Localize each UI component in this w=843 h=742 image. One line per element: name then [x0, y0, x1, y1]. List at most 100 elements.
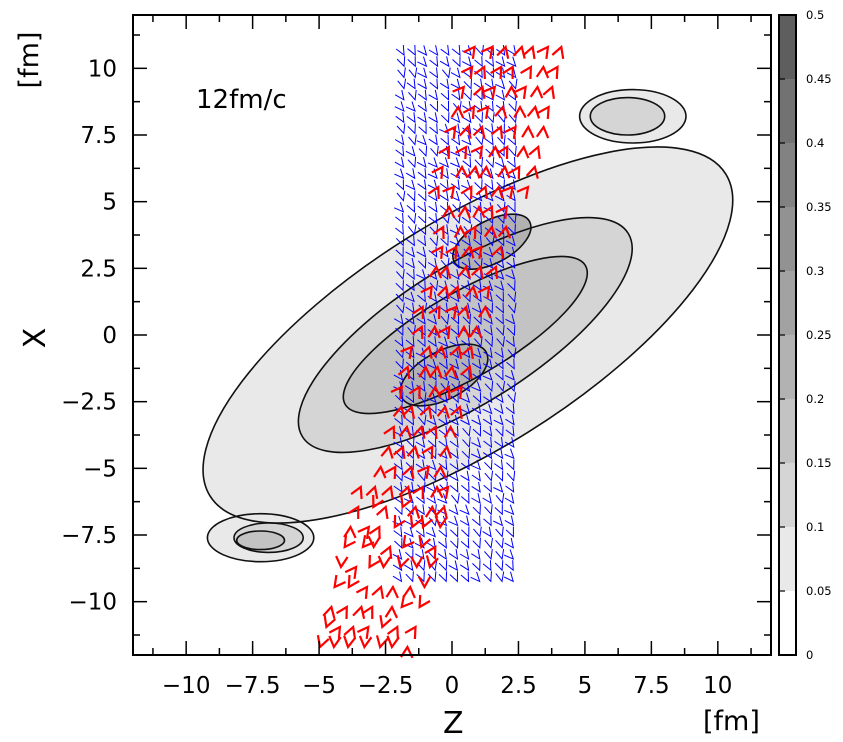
- blue-arrow-439: [505, 481, 515, 493]
- blue-arrow-296: [505, 336, 515, 348]
- blue-arrow-405: [493, 448, 504, 460]
- blue-arrow-109: [508, 145, 517, 157]
- blue-arrow-20: [495, 56, 506, 68]
- red-arrow-28: [335, 555, 349, 570]
- blue-arrow-185: [495, 224, 505, 236]
- blue-arrow-25: [429, 67, 439, 79]
- blue-arrow-246: [438, 291, 449, 303]
- blue-arrow-197: [505, 235, 516, 247]
- blue-arrow-228: [483, 269, 494, 281]
- red-arrow-87: [450, 385, 463, 400]
- blue-arrow-225: [449, 269, 460, 280]
- blue-arrow-263: [507, 302, 517, 314]
- blue-arrow-32: [506, 67, 517, 79]
- blue-arrow-348: [472, 392, 482, 404]
- blue-arrow-17: [461, 56, 472, 68]
- red-arrow-167: [537, 105, 550, 120]
- blue-arrow-194: [473, 235, 483, 247]
- blue-arrow-467: [448, 515, 459, 527]
- blue-arrow-497: [415, 549, 425, 561]
- red-arrow-33: [410, 555, 424, 570]
- blue-arrow-482: [495, 526, 504, 538]
- colorbar-labels: 0 0.05 0.1 0.15 0.2 0.25 0.3 0.35 0.4 0.45 0.5: [806, 8, 832, 662]
- x-tick-label: −5: [302, 673, 336, 699]
- blue-arrow-222: [416, 269, 427, 280]
- blue-arrow-144: [406, 190, 416, 202]
- blue-arrow-309: [405, 358, 415, 370]
- blue-arrow-448: [482, 493, 492, 504]
- blue-arrow-479: [461, 526, 470, 538]
- blue-arrow-120: [506, 156, 516, 169]
- blue-arrow-504: [495, 549, 505, 561]
- blue-arrow-450: [504, 493, 515, 504]
- red-arrow-169: [472, 84, 486, 99]
- blue-arrow-186: [507, 224, 516, 236]
- blue-arrow-234: [429, 280, 439, 292]
- blue-arrow-502: [471, 549, 481, 561]
- blue-arrow-505: [503, 549, 515, 560]
- blue-arrow-484: [394, 537, 403, 549]
- blue-arrow-251: [495, 291, 504, 303]
- red-arrow-176: [473, 64, 486, 80]
- blue-arrow-367: [438, 414, 448, 426]
- red-arrow-91: [444, 364, 458, 379]
- y-axis-title: X: [18, 328, 53, 349]
- red-arrow-73: [383, 424, 396, 440]
- y-tick-label: 0: [102, 323, 117, 349]
- blue-arrow-89: [408, 134, 417, 146]
- red-arrow-26: [402, 584, 416, 599]
- blue-arrow-195: [485, 235, 495, 247]
- blue-arrow-208: [505, 246, 516, 258]
- blue-arrow-361: [493, 403, 504, 415]
- blue-arrow-256: [429, 302, 438, 314]
- red-arrow-186: [522, 44, 536, 60]
- x-axis-title: Z: [443, 706, 464, 741]
- blue-arrow-490: [460, 537, 470, 549]
- blue-arrow-267: [427, 313, 438, 325]
- blue-arrow-53: [495, 89, 506, 101]
- red-arrow-163: [476, 105, 490, 119]
- blue-arrow-500: [448, 549, 459, 561]
- blue-arrow-366: [426, 414, 437, 426]
- blue-arrow-33: [397, 78, 407, 90]
- blue-arrow-10: [506, 45, 517, 57]
- blue-arrow-247: [449, 291, 460, 303]
- blue-arrow-55: [394, 101, 405, 112]
- colorbar-label: 0.25: [806, 328, 832, 342]
- blue-arrow-140: [484, 179, 494, 191]
- red-arrow-60: [412, 485, 425, 500]
- y-tick-label: −5: [83, 456, 117, 482]
- blue-arrow-154: [394, 202, 405, 213]
- red-arrow-178: [502, 64, 514, 80]
- red-arrow-181: [546, 65, 559, 80]
- red-arrow-97: [461, 344, 474, 360]
- blue-arrow-72: [461, 112, 472, 124]
- blue-arrow-344: [426, 392, 437, 404]
- blue-arrow-241: [507, 280, 516, 292]
- blue-arrow-48: [440, 89, 450, 101]
- blue-arrow-252: [507, 291, 517, 303]
- blue-arrow-477: [438, 526, 447, 538]
- blue-arrow-326: [472, 369, 482, 381]
- blue-arrow-292: [461, 336, 471, 348]
- y-tick-label: 2.5: [80, 256, 117, 282]
- red-arrow-110: [448, 284, 461, 299]
- y-tick-label: 10: [88, 56, 117, 82]
- blue-arrow-457: [459, 504, 470, 516]
- density-region-8: [400, 344, 488, 406]
- red-arrow-14: [322, 604, 336, 619]
- red-arrow-70: [406, 444, 420, 459]
- red-arrow-131: [481, 204, 494, 220]
- red-arrow-19: [400, 594, 414, 609]
- blue-arrow-101: [418, 145, 428, 157]
- colorbar-label: 0.05: [806, 584, 832, 598]
- blue-arrow-304: [471, 347, 482, 359]
- red-arrow-68: [380, 444, 394, 459]
- blue-arrow-36: [429, 78, 439, 90]
- blue-arrow-71: [450, 112, 461, 124]
- time-annotation: 12fm/c: [196, 85, 287, 115]
- blue-arrow-14: [429, 56, 439, 68]
- colorbar-band: [779, 463, 796, 527]
- blue-arrow-525: [483, 571, 492, 583]
- red-arrow-18: [384, 604, 398, 619]
